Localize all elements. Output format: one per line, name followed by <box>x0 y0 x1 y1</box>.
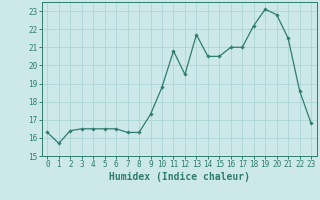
X-axis label: Humidex (Indice chaleur): Humidex (Indice chaleur) <box>109 172 250 182</box>
